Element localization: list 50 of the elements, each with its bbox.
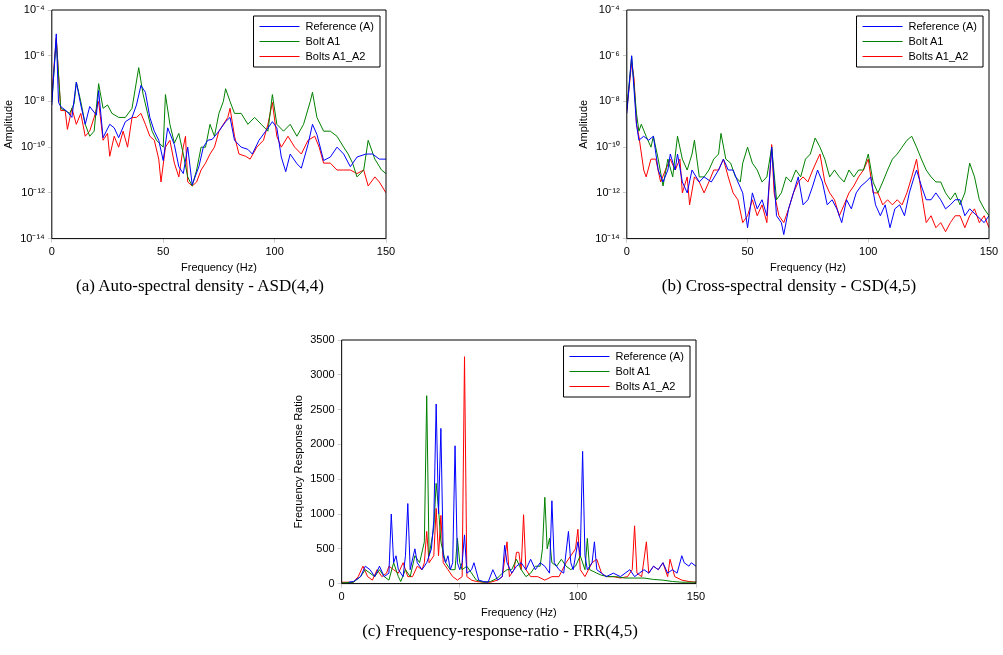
legend-label: Reference (A) [615,349,685,362]
y-tick-label: 10⁻¹² [596,185,621,198]
y-tick-label: 500 [316,541,335,554]
legend-label: Bolts A1_A2 [615,379,676,392]
y-tick-label: 10⁻⁸ [598,94,620,107]
y-tick-label: 10⁻¹⁰ [20,140,45,153]
legend-label: Bolt A1 [908,34,944,47]
y-tick-label: 3500 [310,333,335,346]
legend-label: Bolts A1_A2 [305,49,366,62]
y-tick-label: 10⁻¹⁴ [20,231,46,244]
text: (a) Auto-spectral density - ASD(4,4) [75,276,325,296]
x-tick-label: 0 [623,245,630,258]
legend-label: Bolts A1_A2 [908,49,969,62]
x-tick-label: 150 [979,245,999,258]
y-tick-label: 10⁻⁴ [23,3,46,16]
y-tick-label: 10⁻⁶ [599,48,620,61]
x-tick-label: 50 [741,245,754,258]
x-tick-label: 150 [686,590,706,603]
y-axis-title: Frequency Response Ratio [291,395,304,529]
x-tick-label: 100 [568,590,588,603]
y-tick-label: 0 [328,576,335,589]
y-tick-label: 10⁻⁸ [23,94,45,107]
x-tick-label: 150 [376,245,396,258]
x-tick-label: 50 [157,245,170,258]
y-tick-label: 2500 [310,402,335,415]
y-tick-label: 2000 [310,437,335,450]
x-axis-title: Frequency (Hz) [480,606,557,619]
x-tick-label: 100 [265,245,284,258]
x-tick-label: 100 [859,245,878,258]
x-axis-title: Frequency (Hz) [181,261,257,274]
y-tick-label: 3000 [310,367,335,380]
text: (b) Cross-spectral density - CSD(4,5) [660,276,918,296]
y-axis-title: Amplitude [576,99,589,149]
x-tick-label: 0 [48,245,55,258]
y-tick-label: 1500 [310,472,335,485]
y-tick-label: 10⁻⁴ [598,3,621,16]
x-tick-label: 50 [453,590,466,603]
x-tick-label: 0 [338,590,345,603]
y-tick-label: 10⁻⁶ [24,48,45,61]
y-tick-label: 1000 [310,507,335,520]
y-tick-label: 10⁻¹² [21,185,46,198]
y-tick-label: 10⁻¹⁴ [595,231,621,244]
y-axis-title: Amplitude [1,99,14,149]
legend-label: Reference (A) [908,19,978,32]
y-tick-label: 10⁻¹⁰ [595,140,620,153]
legend-label: Reference (A) [305,19,375,32]
x-axis-title: Frequency (Hz) [770,261,846,274]
text: (c) Frequency-response-ratio - FRR(4,5) [361,621,639,641]
legend-label: Bolt A1 [615,364,651,377]
legend-label: Bolt A1 [305,34,341,47]
